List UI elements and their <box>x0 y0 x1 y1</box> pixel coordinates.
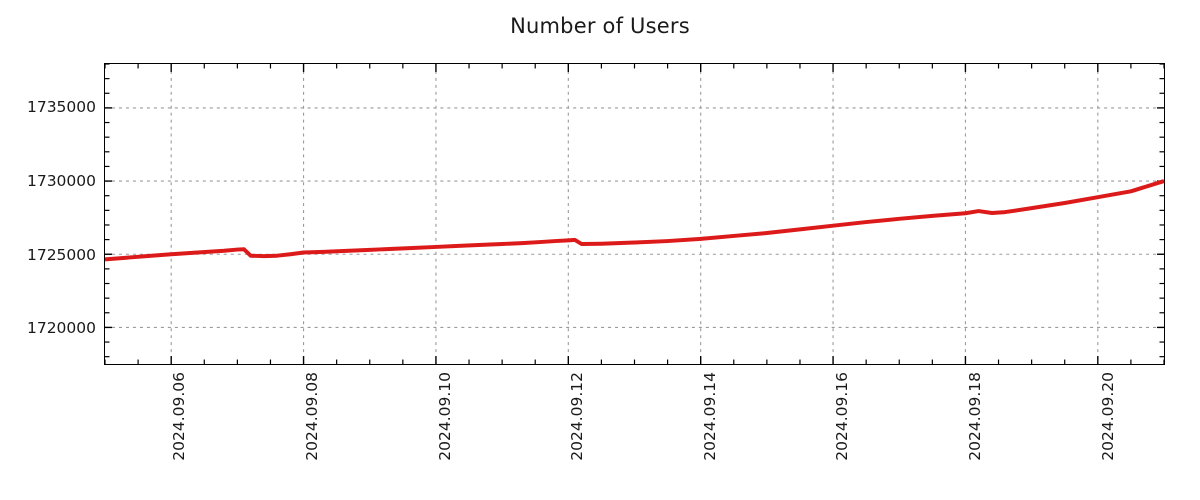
data-series-line <box>104 179 1165 262</box>
y-axis-tick-labels: 1720000 1725000 1730000 1735000 <box>0 63 96 365</box>
x-tick-label: 2024.09.10 <box>435 372 454 461</box>
y-tick-label: 1725000 <box>26 245 96 264</box>
plot-area <box>104 63 1165 365</box>
y-tick-label: 1730000 <box>26 171 96 190</box>
x-tick-label: 2024.09.08 <box>302 372 321 461</box>
x-tick-label: 2024.09.12 <box>568 372 587 461</box>
x-tick-label: 2024.09.06 <box>170 372 189 461</box>
x-axis-tick-labels: 2024.09.06 2024.09.08 2024.09.10 2024.09.12… <box>104 372 1165 497</box>
x-tick-label: 2024.09.14 <box>700 372 719 461</box>
x-tick-label: 2024.09.20 <box>1098 372 1117 461</box>
y-tick-label: 1720000 <box>26 319 96 338</box>
chart-title: Number of Users <box>510 14 690 38</box>
x-tick-label: 2024.09.18 <box>966 372 985 461</box>
x-tick-label: 2024.09.16 <box>833 372 852 461</box>
y-tick-label: 1735000 <box>26 98 96 117</box>
